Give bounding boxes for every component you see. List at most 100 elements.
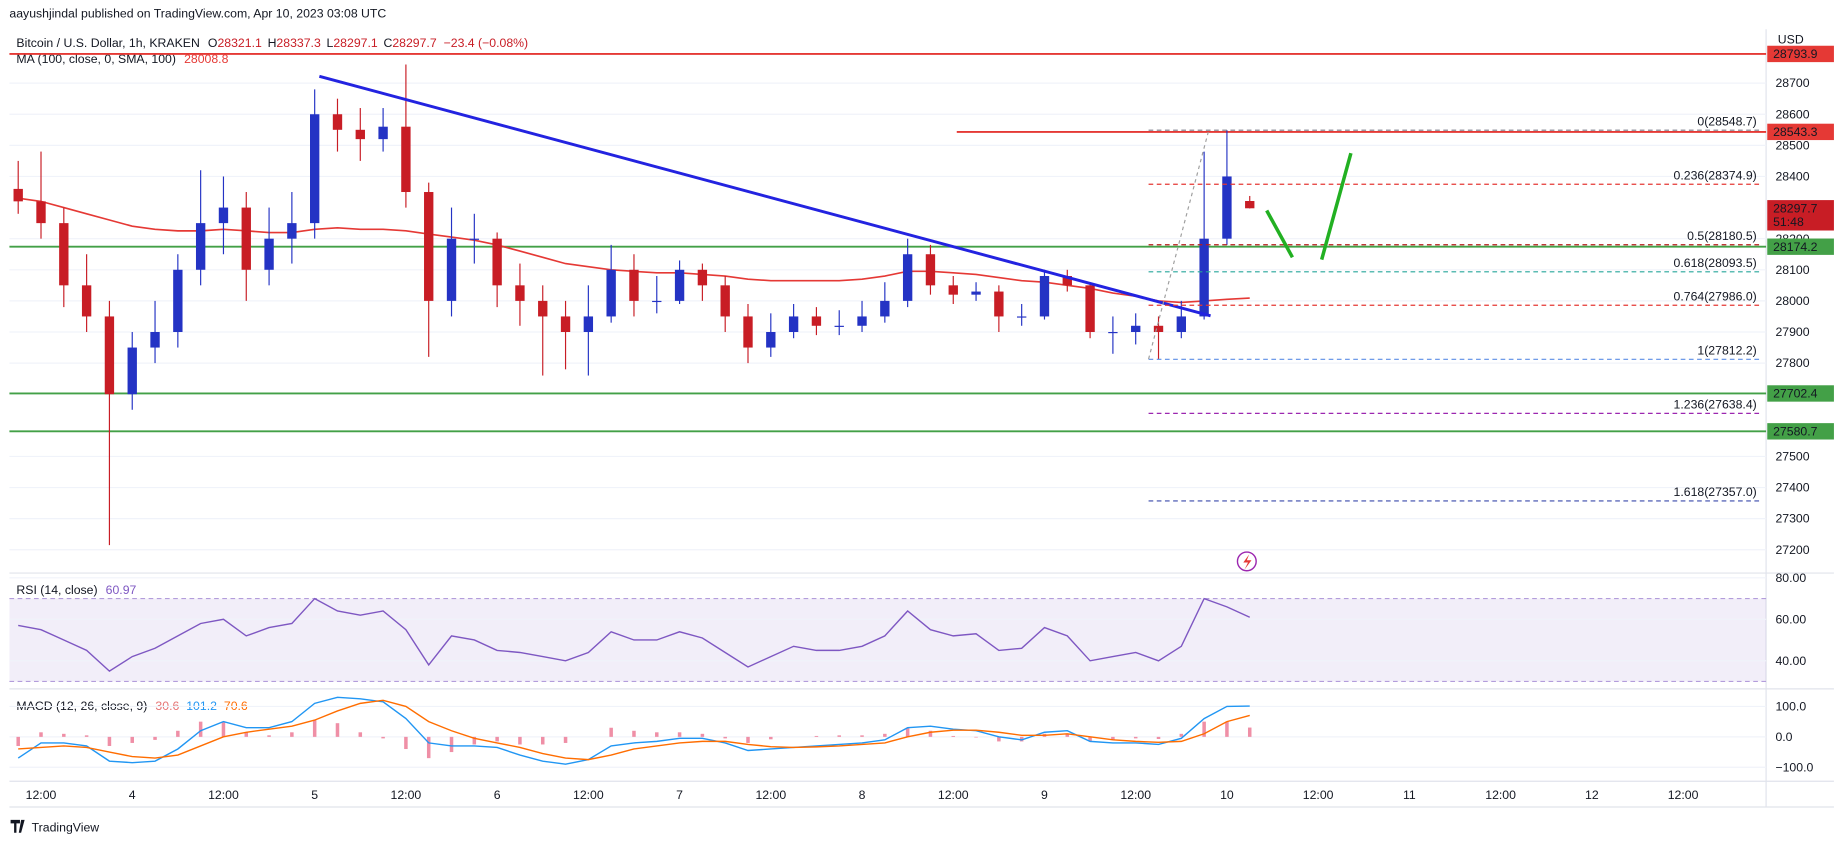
- rsi-title: RSI (14, close): [16, 583, 97, 597]
- event-bolt[interactable]: [1243, 554, 1252, 570]
- y-tick-label: 27200: [1775, 543, 1809, 557]
- ma-name: MA (100, close, 0, SMA, 100): [16, 52, 176, 66]
- histogram-bar: [1111, 736, 1115, 740]
- histogram-bar: [1179, 733, 1184, 737]
- fib-label: 0.5(28180.5): [1687, 229, 1757, 243]
- x-tick-label: 12:00: [1485, 788, 1516, 802]
- y-tick-label: 28100: [1775, 263, 1809, 277]
- histogram-bar: [905, 727, 910, 737]
- histogram-bar: [84, 735, 89, 737]
- histogram-bar: [518, 736, 522, 745]
- fib-label: 0.618(28093.5): [1674, 256, 1757, 270]
- candle-body: [1108, 331, 1118, 334]
- arrow-up: [1319, 152, 1353, 261]
- candle-body: [264, 238, 274, 270]
- x-tick-label: 12:00: [1120, 788, 1151, 802]
- y-tick-label: 27300: [1775, 512, 1809, 526]
- candle-body: [241, 207, 251, 270]
- y-tick-label: 27800: [1775, 356, 1809, 370]
- candle-body: [925, 254, 936, 286]
- candle-body: [1222, 176, 1232, 239]
- candle-body: [173, 269, 183, 332]
- ohlc-label: O: [208, 36, 218, 50]
- y-tick-label: 60.00: [1775, 612, 1806, 626]
- x-tick-label: 12:00: [938, 788, 969, 802]
- candle-body: [902, 254, 913, 301]
- brand[interactable]: TradingView: [10, 819, 100, 835]
- candle-body: [697, 269, 708, 286]
- histogram-bar: [814, 735, 819, 737]
- ma-legend: MA (100, close, 0, SMA, 100) 28008.8: [16, 52, 228, 66]
- currency: USD: [1778, 32, 1804, 46]
- event-icon[interactable]: [1236, 551, 1257, 572]
- histogram-bar: [335, 723, 340, 737]
- candle-body: [195, 223, 206, 270]
- histogram-bar: [563, 736, 568, 743]
- candle-body: [492, 238, 502, 286]
- change: −23.4 (−0.08%): [444, 36, 529, 50]
- histogram-bar: [472, 736, 477, 745]
- ohlc-value: 28297.7: [392, 36, 437, 50]
- x-tick-label: 8: [859, 788, 866, 802]
- x-tick-label: 9: [1041, 788, 1048, 802]
- x-tick-label: 4: [129, 788, 136, 802]
- x-tick-label: 11: [1403, 788, 1416, 802]
- rsi-line: [18, 597, 1251, 672]
- price-label: 27702.4: [1773, 387, 1818, 401]
- price-label: 28543.3: [1773, 125, 1818, 139]
- candle-body: [948, 285, 958, 295]
- x-tick-label: 7: [676, 788, 683, 802]
- histogram-bar: [928, 730, 933, 737]
- histogram-bar: [426, 736, 431, 759]
- legend-line: Bitcoin / U.S. Dollar, 1h, KRAKEN O28321…: [16, 36, 528, 50]
- candle-body: [218, 207, 229, 224]
- x-tick-label: 12:00: [1303, 788, 1334, 802]
- price-label: 28793.9: [1773, 47, 1818, 61]
- brand-logo[interactable]: [10, 819, 25, 833]
- candle-body: [81, 285, 92, 317]
- x-tick-label: 12:00: [391, 788, 422, 802]
- candle-body: [743, 316, 753, 348]
- rsi-value: 60.97: [106, 583, 137, 597]
- candle-body: [766, 331, 776, 348]
- ohlc-label: L: [327, 36, 334, 50]
- histogram-bar: [655, 732, 659, 737]
- histogram-bar: [107, 736, 112, 746]
- candle-body: [811, 316, 822, 326]
- candle-body: [994, 291, 1004, 317]
- histogram-bar: [1156, 736, 1161, 739]
- candle-body: [150, 331, 160, 348]
- x-tick-label: 12:00: [208, 788, 239, 802]
- candle-body: [857, 316, 867, 326]
- histogram-bar: [358, 732, 363, 737]
- y-tick-label: 28400: [1775, 170, 1809, 184]
- candle-body: [36, 201, 46, 224]
- ohlc-value: 28297.1: [333, 36, 378, 50]
- y-tick-label: 28700: [1775, 76, 1809, 90]
- author-line: aayushjindal published on TradingView.co…: [9, 7, 386, 21]
- rsi-legend: RSI (14, close) 60.97: [16, 583, 136, 597]
- histogram-bar: [495, 736, 499, 742]
- histogram-bar: [837, 735, 841, 737]
- plot: 27200 27300 27400 27500 27800 27900 28000 28100…: [9, 29, 1834, 808]
- histogram-bar: [221, 721, 226, 737]
- y-tick-label: 27500: [1775, 450, 1809, 464]
- fib-label: 0.764(27986.0): [1674, 290, 1757, 304]
- histogram-bar: [62, 733, 66, 737]
- candle-body: [606, 269, 616, 317]
- candle-body: [538, 300, 548, 317]
- brand-name[interactable]: TradingView: [32, 821, 100, 835]
- histogram-bar: [312, 720, 317, 737]
- candle-body: [652, 300, 662, 303]
- y-tick-label: 28500: [1775, 138, 1809, 152]
- x-tick-label: 12:00: [755, 788, 786, 802]
- candle-body: [378, 126, 388, 140]
- rsi-band: [9, 598, 1767, 682]
- current-price-box: [1767, 200, 1834, 231]
- histogram-bar: [540, 736, 545, 745]
- histogram-bar: [997, 736, 1001, 742]
- current-price-label: 28297.7: [1773, 201, 1818, 215]
- histogram-bar: [860, 735, 864, 737]
- fib-label: 0(28548.7): [1697, 115, 1756, 129]
- y-tick-label: 28000: [1775, 294, 1809, 308]
